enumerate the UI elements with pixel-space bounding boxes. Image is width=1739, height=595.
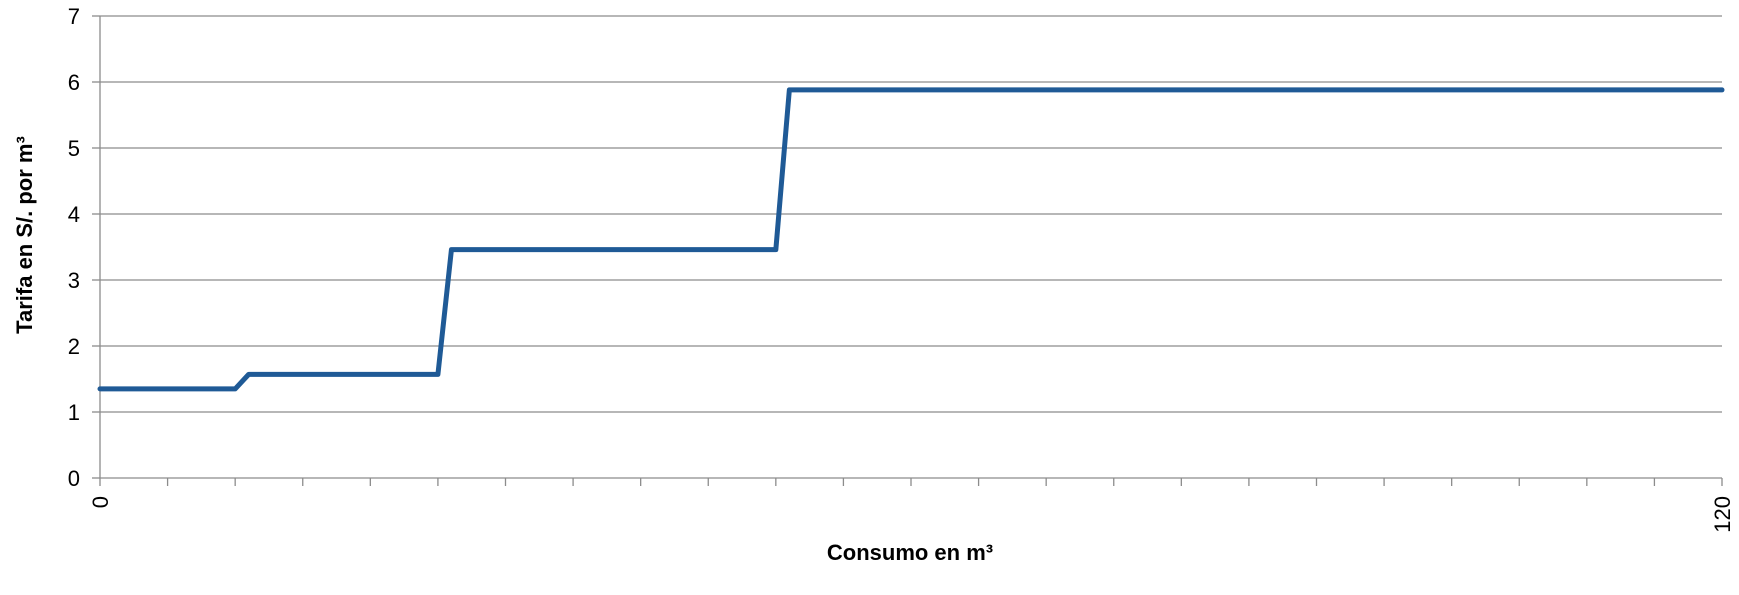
y-tick-label: 4 [68,202,80,227]
x-axis-title: Consumo en m³ [827,540,993,565]
x-tick-label: 0 [88,496,113,508]
y-tick-label: 6 [68,70,80,95]
y-tick-label: 3 [68,268,80,293]
y-tick-label: 7 [68,4,80,29]
y-tick-labels: 0 1 2 3 4 5 6 7 [68,4,80,491]
y-tick-label: 0 [68,466,80,491]
series [97,87,1725,392]
x-tick-labels: 0 120 [88,496,1735,533]
y-tick-label: 2 [68,334,80,359]
series-line-0 [97,87,1725,392]
y-axis-title: Tarifa en S/. por m³ [12,136,37,334]
y-tick-label: 1 [68,400,80,425]
gridlines [100,15,1722,413]
axes [92,15,1723,486]
x-tick-label: 120 [1710,496,1735,533]
y-tick-label: 5 [68,136,80,161]
